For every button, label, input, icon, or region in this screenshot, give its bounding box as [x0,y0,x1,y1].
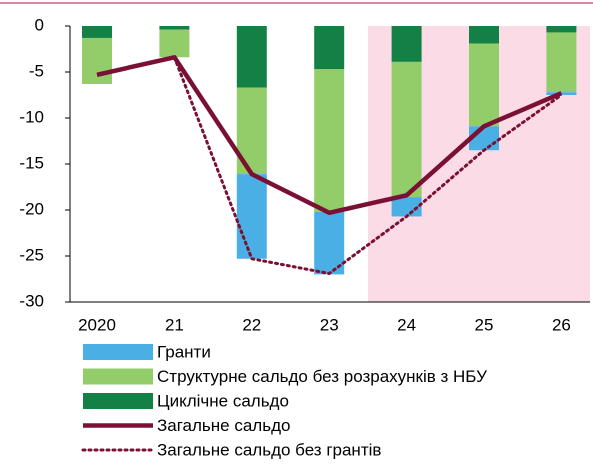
line-series [172,55,563,275]
x-tick-label: 26 [552,315,571,334]
legend-label: Загальне сальдо [157,416,290,435]
y-tick-label: 0 [35,15,44,34]
bar-segment [391,61,422,198]
legend-label: Циклічне сальдо [157,391,289,410]
bar-segment [314,69,345,212]
bar-segment [546,26,577,33]
bar-segment [469,43,499,127]
x-tick-label: 22 [242,315,261,334]
legend-label: Структурне сальдо без розрахунків з НБУ [157,367,487,386]
bar-segment [82,26,112,38]
bar-segment [314,26,345,70]
y-tick-label: -15 [19,153,44,172]
y-tick-label: -25 [19,245,44,264]
bar-segment [546,32,577,93]
legend-swatch [83,368,153,385]
legend-swatch [83,393,153,409]
y-tick-label: -20 [19,199,44,218]
legend-label: Загальне сальдо без грантів [157,440,381,459]
plot-area: 0 -5 -10 -15 -20 -25 -30 2020 21 22 23 24 25 26 [19,15,590,334]
bar-segment [236,26,267,88]
bar-segment [236,174,267,259]
x-tick-label: 2020 [78,315,116,334]
bar-segment [391,26,422,62]
bar-segment [391,197,422,217]
y-tick-label: -30 [19,291,44,310]
legend: Гранти Структурне сальдо без розрахунків … [81,342,487,459]
bar-segment [159,26,190,30]
bar-segment [314,211,345,275]
bar-segment [82,37,112,84]
bar-segment [159,29,190,58]
bar-segment [469,26,499,44]
legend-swatch [83,344,153,360]
x-tick-label: 23 [320,315,339,334]
y-tick-label: -5 [29,61,44,80]
x-tick-label: 24 [397,315,416,334]
y-tick-label: -10 [19,107,44,126]
x-tick-label: 25 [475,315,494,334]
x-tick-label: 21 [165,315,184,334]
legend-label: Гранти [157,342,211,361]
